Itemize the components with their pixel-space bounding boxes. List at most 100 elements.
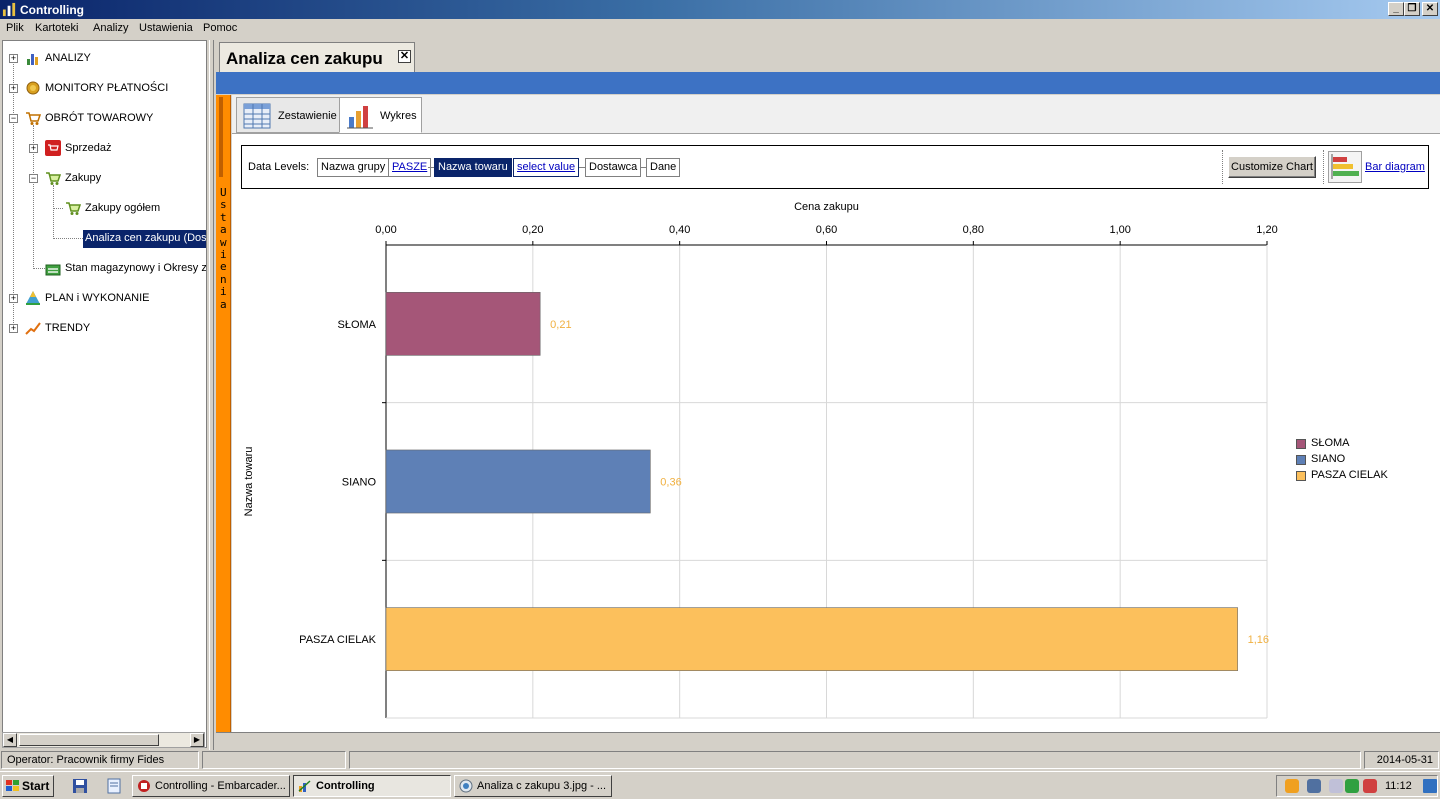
bar-chart: Cena zakupu 0,00 0,20 0,40 0,60 0,80 1,00 1,20 S… (232, 195, 1440, 730)
document-tab[interactable]: Analiza cen zakupu ✕ (219, 42, 415, 72)
panel-splitter[interactable] (209, 40, 214, 750)
close-tab-icon[interactable]: ✕ (398, 50, 411, 63)
panel-grip (219, 97, 223, 177)
legend-label: SIANO (1311, 453, 1346, 465)
chart-icon (27, 54, 38, 65)
status-cell (202, 751, 346, 769)
menu-ustawienia[interactable]: Ustawienia (139, 22, 193, 34)
warehouse-icon (45, 264, 61, 276)
level-chip-dane[interactable]: Dane (646, 158, 681, 177)
tray-device-icon[interactable] (1329, 779, 1343, 793)
app-chart-icon (298, 780, 311, 792)
tab-zestawienie[interactable]: Zestawienie (236, 97, 340, 133)
tree-item-obrot-towarowy[interactable]: − OBRÓT TOWAROWY (3, 109, 203, 129)
tray-update-icon[interactable] (1285, 779, 1299, 793)
x-tick-label: 0,80 (963, 224, 984, 236)
collapse-icon[interactable]: − (9, 113, 18, 123)
level-connector (579, 167, 585, 168)
category-label: SŁOMA (337, 319, 376, 331)
level-chip-dostawca[interactable]: Dostawca (585, 158, 642, 177)
tree-label: Analiza cen zakupu (Dost (83, 230, 206, 248)
legend-label: PASZA CIELAK (1311, 469, 1388, 481)
data-levels-label: Data Levels: (248, 161, 310, 173)
data-levels-bar: Data Levels: Nazwa grupy PASZE Nazwa tow… (241, 145, 1429, 189)
tree-item-zakupy-ogolem[interactable]: Zakupy ogółem (3, 199, 203, 219)
separator (1222, 150, 1223, 184)
level-value-select[interactable]: select value (513, 158, 580, 177)
start-button[interactable]: Start (2, 775, 54, 797)
restore-button[interactable]: ❐ (1404, 2, 1420, 16)
legend-swatch (1296, 471, 1306, 481)
expand-icon[interactable]: + (9, 83, 18, 93)
coins-icon (26, 81, 40, 95)
tree-guide (53, 185, 54, 239)
settings-side-panel[interactable]: Ustawienia (216, 95, 231, 732)
tray-desktop-icon[interactable] (1423, 779, 1437, 793)
x-tick-label: 0,20 (522, 224, 543, 236)
window-title: Controlling (20, 3, 84, 17)
close-button[interactable]: ✕ (1422, 2, 1438, 16)
bar-chart-icon (347, 106, 373, 129)
scroll-thumb[interactable] (19, 734, 159, 746)
pyramid-icon (26, 291, 40, 305)
save-icon[interactable] (72, 778, 88, 794)
tab-label: Zestawienie (278, 110, 337, 122)
scroll-left-button[interactable]: ◀ (3, 733, 17, 747)
menu-plik[interactable]: Plik (6, 22, 24, 34)
tray-security-icon[interactable] (1345, 779, 1359, 793)
tree-label: PLAN i WYKONANIE (45, 292, 150, 304)
tree-item-analizy[interactable]: + ANALIZY (3, 49, 203, 69)
level-value-pasze[interactable]: PASZE (388, 158, 432, 177)
taskbar-item-embarcadero[interactable]: Controlling - Embarcader... (132, 775, 290, 797)
image-viewer-icon (459, 779, 473, 793)
menu-analizy[interactable]: Analizy (93, 22, 129, 34)
expand-icon[interactable]: + (9, 323, 18, 333)
tree-label: TRENDY (45, 322, 91, 334)
task-label: Controlling - Embarcader... (155, 780, 286, 792)
operator-status: Operator: Pracownik firmy Fides (1, 751, 199, 769)
menu-pomoc[interactable]: Pomoc (203, 22, 238, 34)
expand-icon[interactable]: + (29, 143, 38, 153)
menu-kartoteki[interactable]: Kartoteki (35, 22, 79, 34)
bar-diagram-button[interactable] (1328, 151, 1362, 183)
status-date: 2014-05-31 (1364, 751, 1439, 769)
tree-item-sprzedaz[interactable]: + Sprzedaż (3, 139, 203, 159)
start-label: Start (22, 779, 50, 793)
collapse-icon[interactable]: − (29, 173, 38, 183)
header-band (216, 72, 1440, 94)
tree-item-plan-wykonanie[interactable]: + PLAN i WYKONANIE (3, 289, 203, 309)
tree-item-monitory[interactable]: + MONITORY PŁATNOŚCI (3, 79, 203, 99)
main-horizontal-scrollbar[interactable] (216, 732, 1440, 748)
taskbar-item-controlling[interactable]: Controlling (293, 775, 451, 797)
separator (1323, 150, 1324, 184)
expand-icon[interactable]: + (9, 53, 18, 63)
value-label: 0,36 (660, 477, 681, 489)
tree-item-analiza-cen-zakupu[interactable]: Analiza cen zakupu (Dost (3, 229, 206, 249)
scroll-right-button[interactable]: ▶ (190, 733, 204, 747)
notepad-icon[interactable] (106, 778, 122, 794)
taskbar-item-image-viewer[interactable]: Analiza c zakupu 3.jpg - ... (454, 775, 612, 797)
level-chip-nazwa-grupy[interactable]: Nazwa grupy (317, 158, 390, 177)
customize-chart-button[interactable]: Customize Chart (1228, 156, 1316, 178)
value-label: 1,16 (1248, 634, 1269, 646)
minimize-button[interactable]: _ (1388, 2, 1404, 16)
level-chip-nazwa-towaru[interactable]: Nazwa towaru (434, 158, 512, 177)
expand-icon[interactable]: + (9, 293, 18, 303)
navigation-tree: + ANALIZY + MONITORY PŁATNOŚCI − OBRÓT T… (2, 40, 207, 748)
purchase-cart-icon (66, 202, 81, 215)
tray-alert-icon[interactable] (1363, 779, 1377, 793)
embarcadero-icon (138, 780, 150, 792)
bar-diagram-link[interactable]: Bar diagram (1365, 161, 1425, 173)
tree-horizontal-scrollbar[interactable]: ◀ ▶ (2, 732, 205, 748)
chart-svg: Cena zakupu 0,00 0,20 0,40 0,60 0,80 1,00 1,20 S… (243, 201, 1278, 719)
legend-label: SŁOMA (1311, 437, 1350, 449)
tray-network-icon[interactable] (1307, 779, 1321, 793)
bar-2 (385, 449, 651, 514)
tree-item-stan-magazynowy[interactable]: Stan magazynowy i Okresy z (3, 259, 206, 279)
legend-swatch (1296, 439, 1306, 449)
tab-wykres[interactable]: Wykres (339, 97, 422, 133)
tab-label: Wykres (380, 110, 417, 122)
system-tray: 11:12 (1276, 775, 1438, 797)
tree-item-trendy[interactable]: + TRENDY (3, 319, 203, 339)
tree-item-zakupy[interactable]: − Zakupy (3, 169, 203, 189)
